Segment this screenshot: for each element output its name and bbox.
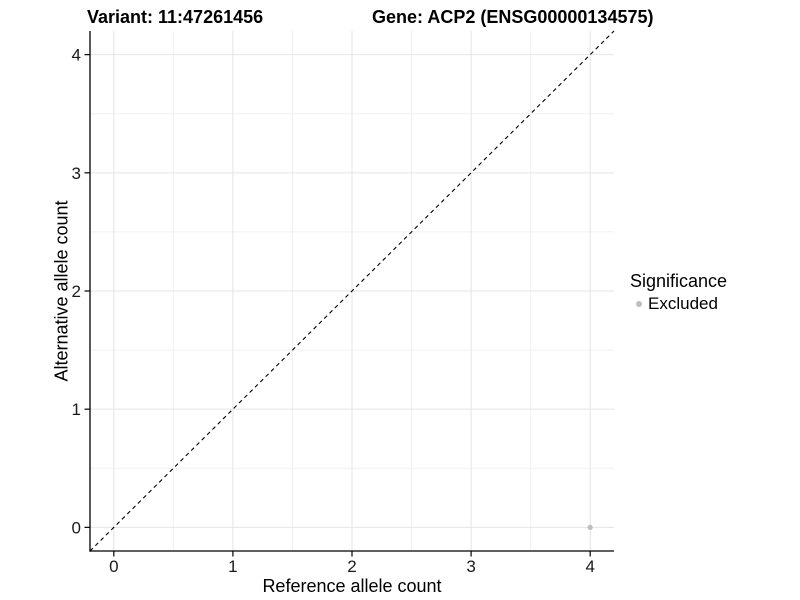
data-point-excluded [587,524,593,530]
legend-title: Significance [630,271,728,291]
plot-title-gene: Gene: ACP2 (ENSG00000134575) [372,7,654,27]
y-tick-label: 4 [72,46,81,65]
x-tick-label: 1 [228,557,237,576]
y-tick-label: 1 [72,400,81,419]
x-tick-label: 3 [466,557,475,576]
x-tick-label: 0 [109,557,118,576]
y-tick-label: 2 [72,282,81,301]
legend: Significance Excluded [630,271,727,314]
x-tick-label: 2 [347,557,356,576]
excluded-point-icon [635,301,642,307]
x-tick-label: 4 [585,557,594,576]
legend-key [630,296,647,313]
identity-dashed-line [89,30,615,552]
y-tick-label: 3 [72,164,81,183]
plot-title-variant: Variant: 11:47261456 [87,7,264,27]
x-axis-label: Reference allele count [262,576,442,596]
y-tick-label: 0 [72,518,81,537]
legend-item-label: Excluded [648,294,718,313]
y-axis-label: Alternative allele count [51,200,72,382]
legend-item-excluded: Excluded [630,294,727,314]
